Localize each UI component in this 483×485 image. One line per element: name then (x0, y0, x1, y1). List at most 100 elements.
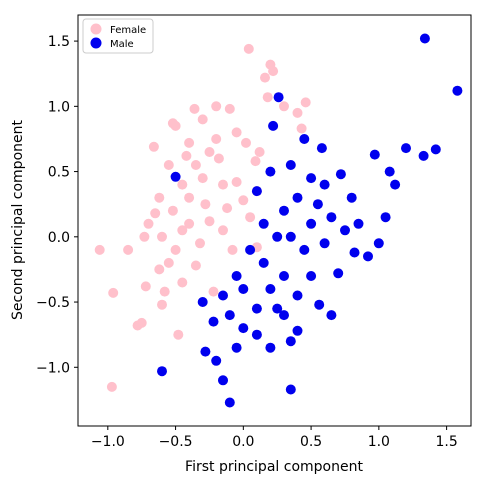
male-point (390, 179, 401, 190)
female-point (167, 205, 178, 216)
y-tick-label: 1.5 (48, 34, 70, 50)
male-point (380, 212, 391, 223)
male-point (218, 375, 228, 386)
male-point (373, 238, 384, 249)
male-point (419, 33, 430, 44)
male-point (200, 346, 211, 357)
male-point (285, 336, 296, 347)
male-point (231, 271, 242, 281)
female-point (157, 299, 167, 310)
y-axis-label: Second principal component (10, 120, 26, 320)
male-point (401, 143, 411, 154)
male-point (251, 186, 262, 197)
female-point (262, 92, 273, 103)
x-axis-label: First principal component (185, 459, 363, 475)
male-point (335, 169, 346, 180)
male-point (285, 384, 296, 395)
male-point (265, 166, 276, 177)
female-point (190, 160, 201, 170)
x-tick-label: 1.5 (435, 434, 457, 450)
male-point (231, 342, 242, 353)
female-point (150, 208, 161, 219)
male-point (208, 316, 219, 327)
x-tick-label: −0.5 (159, 434, 193, 450)
male-point (299, 244, 310, 255)
male-point (292, 325, 303, 336)
female-point (108, 287, 119, 298)
male-point (384, 166, 395, 177)
male-point (316, 143, 327, 154)
male-point (285, 231, 296, 242)
female-point (148, 141, 159, 152)
female-point (163, 160, 174, 170)
points-layer (94, 33, 463, 408)
female-point (208, 286, 219, 297)
female-point (211, 134, 222, 144)
female-point (140, 281, 151, 292)
female-point (173, 329, 184, 340)
plot-frame (77, 14, 472, 427)
male-point (238, 323, 249, 334)
female-point (139, 231, 150, 242)
female-point (200, 199, 211, 210)
male-point (197, 297, 208, 307)
female-point (296, 123, 307, 134)
female-point (189, 103, 200, 114)
female-point (163, 257, 174, 268)
female-point (177, 277, 188, 288)
male-point (224, 397, 235, 408)
female-point (213, 153, 224, 164)
male-point (268, 120, 279, 131)
female-point (222, 203, 233, 214)
female-point (143, 218, 154, 229)
legend-label-male: Male (110, 39, 134, 50)
female-point (241, 137, 251, 148)
female-point (250, 156, 261, 167)
legend-marker-female (90, 23, 102, 35)
female-point (218, 225, 228, 236)
y-tick-label: 0.5 (48, 165, 70, 181)
male-point (418, 150, 429, 161)
female-point (197, 114, 208, 125)
male-point (292, 290, 303, 301)
male-point (349, 247, 360, 258)
male-point (272, 303, 283, 314)
male-point (346, 192, 357, 203)
male-point (265, 284, 276, 294)
male-point (314, 299, 325, 310)
male-point (333, 268, 344, 279)
male-point (452, 85, 463, 96)
female-point (177, 225, 188, 236)
female-point (292, 107, 303, 118)
female-point (218, 179, 228, 190)
female-point (224, 103, 235, 114)
female-point (184, 137, 195, 148)
female-point (279, 101, 289, 112)
y-axis: −1.0 −0.5 0.0 0.5 1.0 1.5 (36, 34, 78, 376)
female-point (231, 127, 242, 138)
female-point (260, 72, 270, 83)
male-point (170, 171, 181, 182)
male-point (369, 149, 380, 160)
female-point (106, 381, 117, 392)
male-point (251, 329, 262, 340)
female-point (195, 238, 205, 249)
female-point (238, 195, 249, 206)
male-point (245, 244, 256, 255)
female-point (227, 244, 238, 255)
female-point (123, 244, 134, 255)
x-tick-label: 0.0 (232, 434, 254, 450)
male-point (430, 144, 441, 155)
female-point (254, 147, 265, 157)
male-point (279, 205, 289, 216)
male-point (326, 212, 337, 223)
male-point (251, 303, 262, 314)
female-point (197, 173, 208, 184)
male-point (363, 251, 373, 262)
male-point (265, 342, 276, 353)
female-point (245, 212, 256, 223)
female-point (190, 260, 201, 271)
male-point (340, 225, 350, 236)
female-point (211, 101, 222, 112)
